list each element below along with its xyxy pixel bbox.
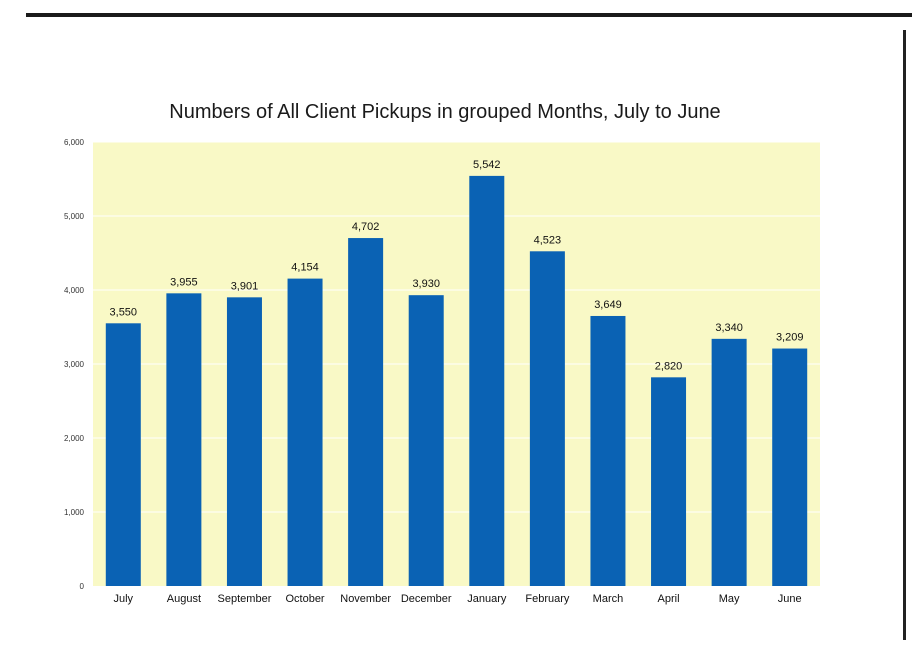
data-labels: 3,550 3,955 3,901 4,154 4,702 3,930 5,542 4,523… [110, 159, 804, 372]
x-category-label: January [467, 593, 507, 605]
x-category-label: April [658, 593, 680, 605]
data-label: 3,550 [110, 306, 138, 318]
x-category-label: December [401, 593, 452, 605]
bar [166, 293, 202, 586]
data-label: 5,542 [473, 159, 501, 171]
bar [469, 175, 505, 586]
y-tick-label: 6,000 [64, 138, 85, 147]
x-axis-categories: July August September October November Decemb… [114, 593, 802, 605]
chart-title: Numbers of All Client Pickups in grouped… [169, 101, 721, 123]
bar [711, 338, 747, 586]
y-axis-ticks: 0 1,000 2,000 3,000 4,000 5,000 6,000 [64, 138, 85, 591]
bar [529, 251, 565, 586]
scan-edge-top [26, 13, 912, 17]
bar [772, 348, 808, 586]
y-tick-label: 4,000 [64, 286, 85, 295]
data-label: 3,649 [594, 299, 622, 311]
data-label: 3,901 [231, 280, 259, 292]
bars [105, 175, 808, 586]
x-category-label: June [778, 593, 802, 605]
x-category-label: May [719, 593, 740, 605]
bar [651, 377, 687, 586]
bar [590, 315, 626, 586]
x-category-label: August [167, 593, 201, 605]
data-label: 4,523 [534, 234, 562, 246]
y-tick-label: 1,000 [64, 508, 85, 517]
y-tick-label: 0 [80, 582, 85, 591]
bar [287, 278, 323, 586]
data-label: 4,154 [291, 262, 319, 274]
x-category-label: September [218, 593, 272, 605]
scan-edge-right [903, 30, 906, 640]
bar [348, 238, 384, 586]
y-tick-label: 2,000 [64, 434, 85, 443]
y-tick-label: 3,000 [64, 360, 85, 369]
data-label: 3,955 [170, 276, 198, 288]
x-category-label: February [525, 593, 570, 605]
data-label: 4,702 [352, 221, 380, 233]
bar [105, 323, 141, 586]
data-label: 3,209 [776, 332, 804, 344]
data-label: 3,340 [715, 322, 743, 334]
bar [226, 297, 262, 586]
data-label: 3,930 [412, 278, 440, 290]
x-category-label: November [340, 593, 391, 605]
x-category-label: July [114, 593, 134, 605]
x-category-label: March [593, 593, 624, 605]
gridlines [93, 141, 820, 513]
bar [408, 295, 444, 586]
data-label: 2,820 [655, 360, 683, 372]
x-category-label: October [285, 593, 324, 605]
y-tick-label: 5,000 [64, 212, 85, 221]
